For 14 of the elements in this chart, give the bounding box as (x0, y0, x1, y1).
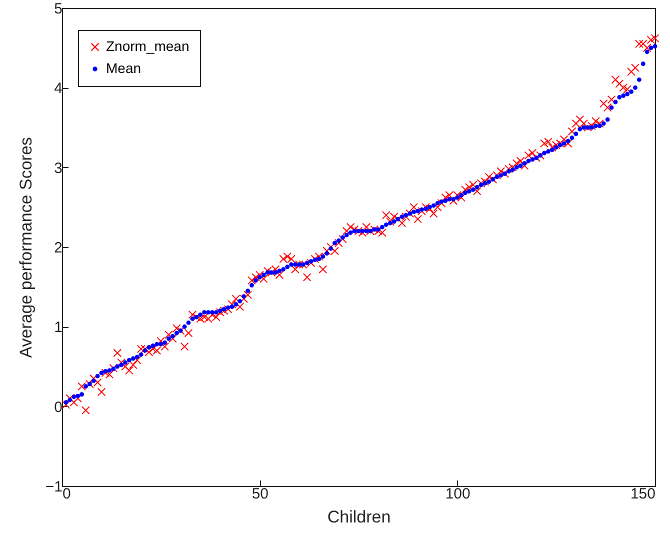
legend-label: Mean (106, 60, 142, 76)
y-tick-label: −1 (45, 478, 62, 496)
x-tick-label: 50 (252, 486, 269, 502)
y-tick-label: 5 (54, 0, 62, 18)
y-tick-label: 2 (54, 240, 62, 256)
y-tick-label: 0 (54, 398, 62, 416)
y-tick-label: 4 (54, 80, 62, 98)
x-tick-label: 100 (445, 486, 470, 502)
x-tick-label: 150 (630, 486, 656, 502)
y-tick-label: 1 (54, 319, 62, 336)
y-tick-label: 3 (54, 160, 62, 177)
y-axis-title: Average performance Scores (16, 137, 36, 358)
x-axis-title: Children (327, 508, 391, 526)
legend-label: Znorm_mean (106, 38, 190, 54)
